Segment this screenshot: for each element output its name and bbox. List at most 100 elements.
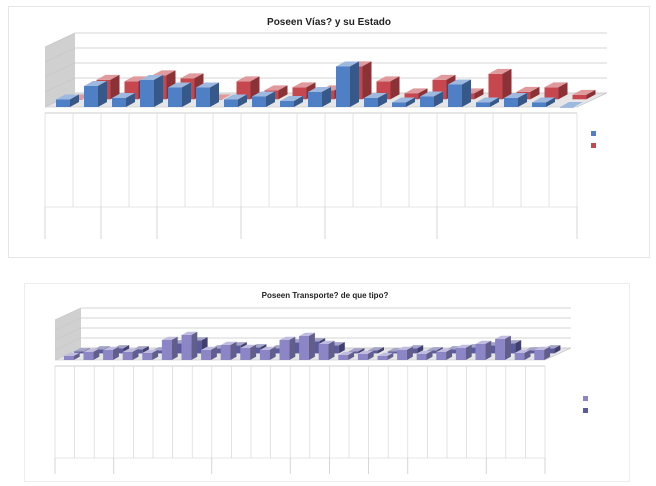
bar-top — [338, 351, 355, 355]
gridline-diag — [44, 77, 76, 93]
bar-top — [308, 87, 331, 92]
chart-transporte: Poseen Transporte? de que tipo? — [54, 291, 588, 474]
bar — [572, 94, 587, 100]
bar — [220, 345, 231, 360]
bar-side — [474, 88, 484, 100]
bar-top — [495, 335, 511, 339]
bar-side — [210, 82, 219, 107]
bar — [504, 98, 518, 107]
bar — [280, 101, 294, 107]
bar-top — [420, 91, 443, 97]
bar-top — [455, 344, 472, 348]
bar-top — [534, 346, 551, 350]
bar-side — [250, 76, 260, 100]
bar-side — [358, 348, 365, 354]
bar-top — [504, 93, 527, 98]
bar-top — [112, 93, 135, 98]
bar-top — [84, 81, 107, 86]
bar-top — [279, 336, 296, 340]
bar-side — [387, 352, 394, 360]
bar-side — [126, 93, 135, 107]
chart-vias-legend — [591, 131, 596, 148]
bar-top — [475, 340, 492, 344]
gridline-diag — [44, 62, 76, 78]
bar-side — [362, 61, 372, 100]
bar-top — [404, 88, 428, 94]
bar-top — [240, 344, 257, 348]
bar — [416, 354, 427, 360]
bar-side — [154, 75, 163, 107]
bar-top — [544, 82, 568, 88]
bar — [168, 87, 182, 107]
bar — [514, 353, 525, 360]
bar — [181, 335, 192, 360]
bar-top — [432, 74, 456, 80]
bar — [544, 87, 559, 100]
bar-top — [83, 348, 100, 352]
bar-side — [328, 340, 335, 360]
bar-side — [378, 93, 387, 107]
bar-side — [515, 340, 522, 354]
bar-side — [465, 344, 472, 360]
bar-side — [524, 349, 531, 360]
bar-top — [74, 348, 90, 352]
bar-top — [280, 96, 303, 101]
bar-top — [376, 76, 400, 82]
bar-side — [278, 85, 288, 100]
bar-side — [530, 86, 540, 100]
bar — [475, 344, 486, 360]
bar — [397, 350, 407, 360]
bar-top — [357, 350, 374, 354]
bar-top — [133, 346, 149, 350]
bar-top — [142, 349, 159, 353]
chart-transporte-axis-table — [54, 365, 546, 474]
bar-top — [264, 85, 288, 91]
bar — [476, 102, 490, 107]
bar — [364, 98, 378, 107]
bar-top — [488, 68, 512, 74]
bar-top — [572, 89, 596, 95]
bar — [83, 352, 94, 360]
bar-side — [294, 96, 303, 107]
bar-side — [132, 348, 139, 360]
bar — [122, 352, 133, 360]
legend-swatch — [591, 143, 596, 148]
bar — [63, 356, 74, 360]
bar — [377, 356, 388, 360]
bar-side — [210, 346, 217, 360]
bar-side — [502, 68, 512, 100]
bar — [336, 66, 350, 107]
bar — [56, 99, 70, 107]
bar-side — [434, 91, 443, 107]
bar-side — [70, 94, 79, 107]
bar — [224, 99, 238, 107]
legend-swatch — [583, 396, 588, 401]
bar-side — [426, 350, 433, 360]
chart-vias-title: Poseen Vías? y su Estado — [267, 17, 391, 28]
bar — [404, 93, 419, 100]
bar-side — [446, 348, 453, 360]
chart-vias-panel: Poseen Vías? y su Estado — [8, 6, 650, 258]
bar-top — [259, 346, 276, 350]
chart-transporte-panel: Poseen Transporte? de que tipo? — [24, 283, 630, 482]
bar-top — [416, 350, 433, 354]
bar — [420, 96, 434, 107]
bar-side — [417, 345, 424, 354]
bar — [161, 340, 172, 360]
bar-side — [230, 341, 237, 360]
bar-top — [224, 94, 247, 100]
gridline-diag — [54, 327, 82, 341]
bar — [74, 351, 84, 354]
bar — [103, 350, 113, 360]
bar-side — [546, 97, 555, 107]
bar — [560, 107, 574, 108]
gridline-diag — [54, 337, 82, 351]
bar-top — [93, 346, 110, 350]
bar-top — [318, 340, 335, 344]
bar-side — [182, 82, 191, 107]
bar-side — [406, 97, 415, 107]
bar-side — [112, 346, 119, 360]
bar — [534, 350, 545, 360]
bar-top — [392, 97, 415, 103]
chart-transporte-title: Poseen Transporte? de que tipo? — [262, 291, 389, 300]
